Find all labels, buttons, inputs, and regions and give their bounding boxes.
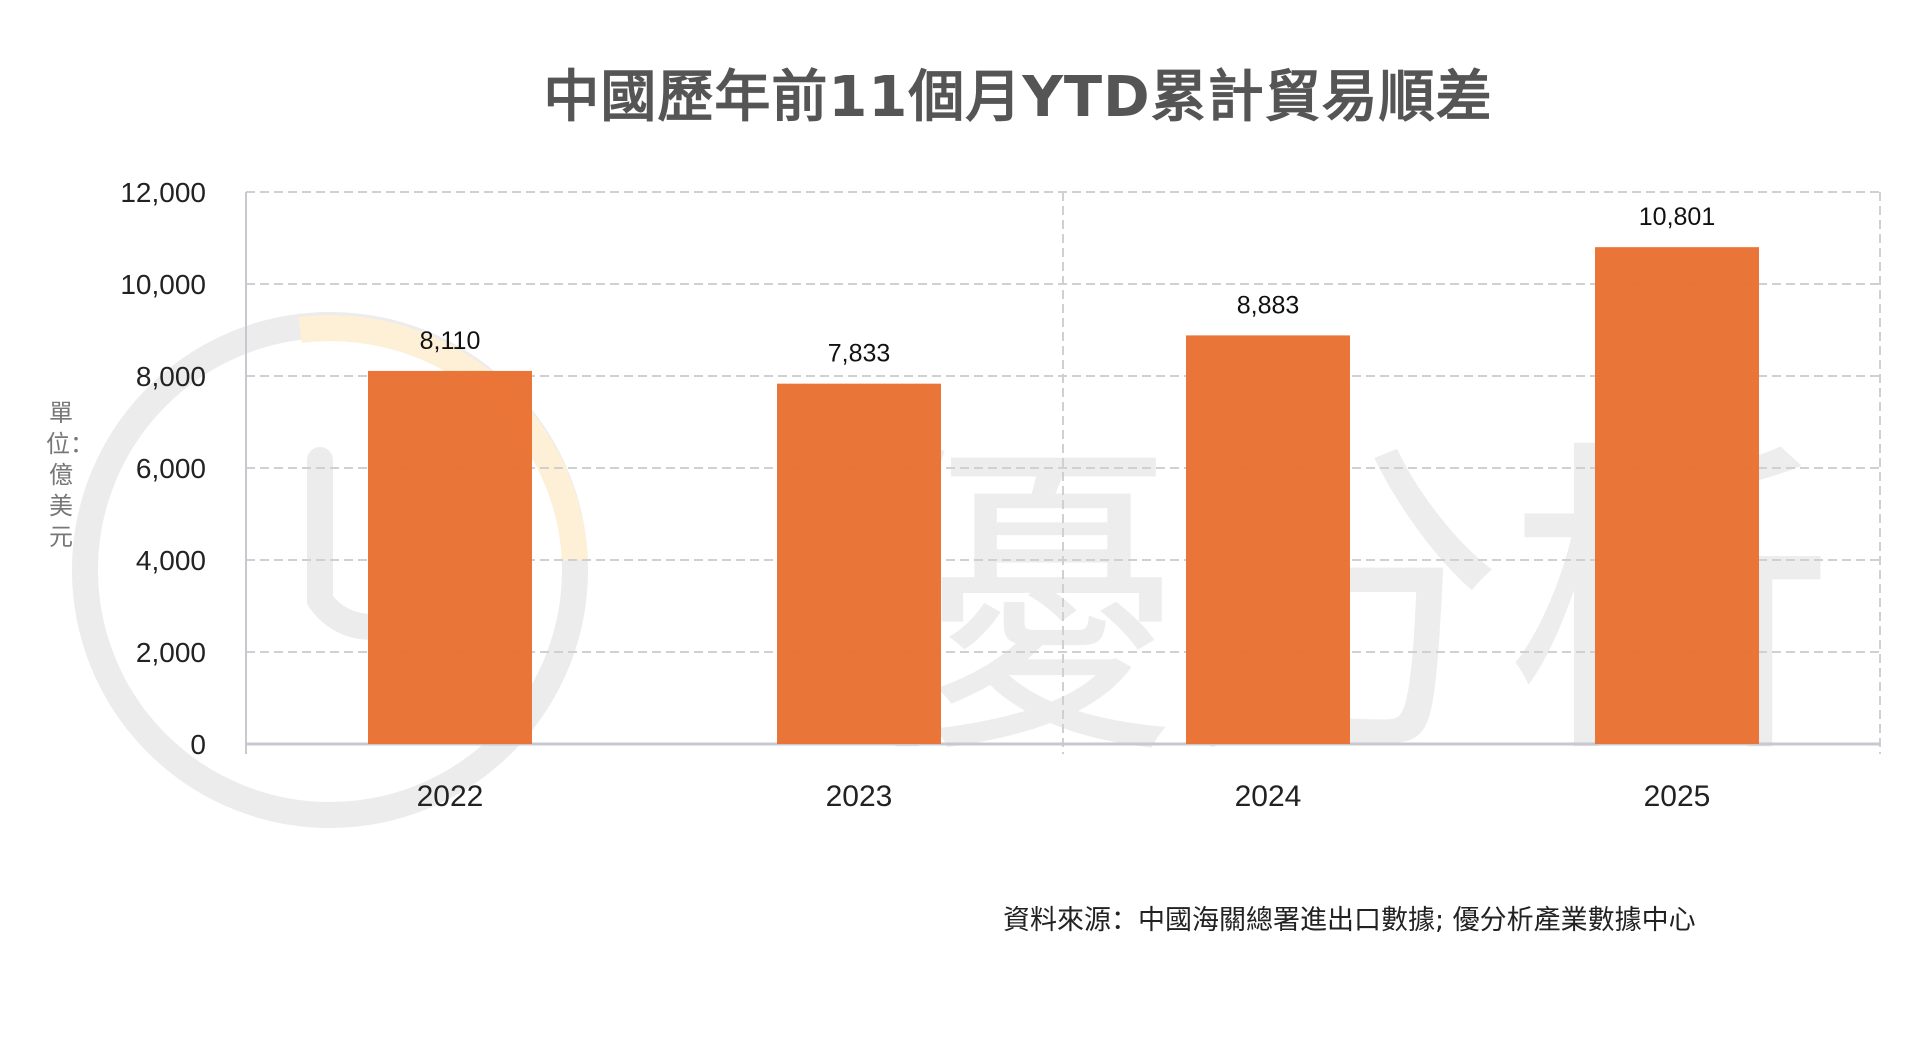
x-tick-label: 2022 (417, 780, 484, 813)
chart-title: 中國歷年前11個月YTD累計貿易順差 (543, 65, 1493, 130)
y-tick-label: 4,000 (136, 545, 206, 576)
data-label: 7,833 (828, 340, 891, 368)
bar-2023 (777, 383, 941, 744)
x-tick-label: 2024 (1235, 780, 1302, 813)
y-tick-label: 8,000 (136, 361, 206, 392)
source-note: 資料來源：中國海關總署進出口數據; 優分析產業數據中心 (1003, 905, 1696, 936)
data-label: 10,801 (1639, 203, 1715, 231)
data-label: 8,883 (1237, 291, 1300, 319)
bar-2022 (368, 370, 532, 744)
data-label: 8,110 (420, 327, 481, 355)
y-tick-label: 6,000 (136, 453, 206, 484)
bar-2024 (1186, 335, 1350, 744)
y-tick-label: 12,000 (120, 177, 206, 208)
y-tick-label: 2,000 (136, 637, 206, 668)
y-tick-label: 0 (190, 729, 206, 760)
x-tick-label: 2025 (1644, 780, 1711, 813)
bar-2025 (1595, 247, 1759, 745)
y-tick-label: 10,000 (120, 269, 206, 300)
watermark-logo: 優分析 (72, 312, 1835, 828)
x-tick-label: 2023 (826, 780, 893, 813)
y-axis-label: 單位：億美元 (46, 399, 94, 551)
